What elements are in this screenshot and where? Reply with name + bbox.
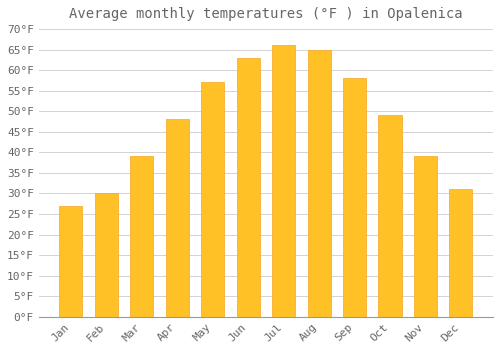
Bar — [308, 50, 330, 317]
Bar — [130, 156, 154, 317]
Bar — [414, 156, 437, 317]
Title: Average monthly temperatures (°F ) in Opalenica: Average monthly temperatures (°F ) in Op… — [69, 7, 462, 21]
Bar — [236, 58, 260, 317]
Bar — [450, 189, 472, 317]
Bar — [166, 119, 189, 317]
Bar — [343, 78, 366, 317]
Bar — [272, 46, 295, 317]
Bar — [378, 116, 402, 317]
Bar — [60, 206, 82, 317]
Bar — [201, 83, 224, 317]
Bar — [95, 194, 118, 317]
